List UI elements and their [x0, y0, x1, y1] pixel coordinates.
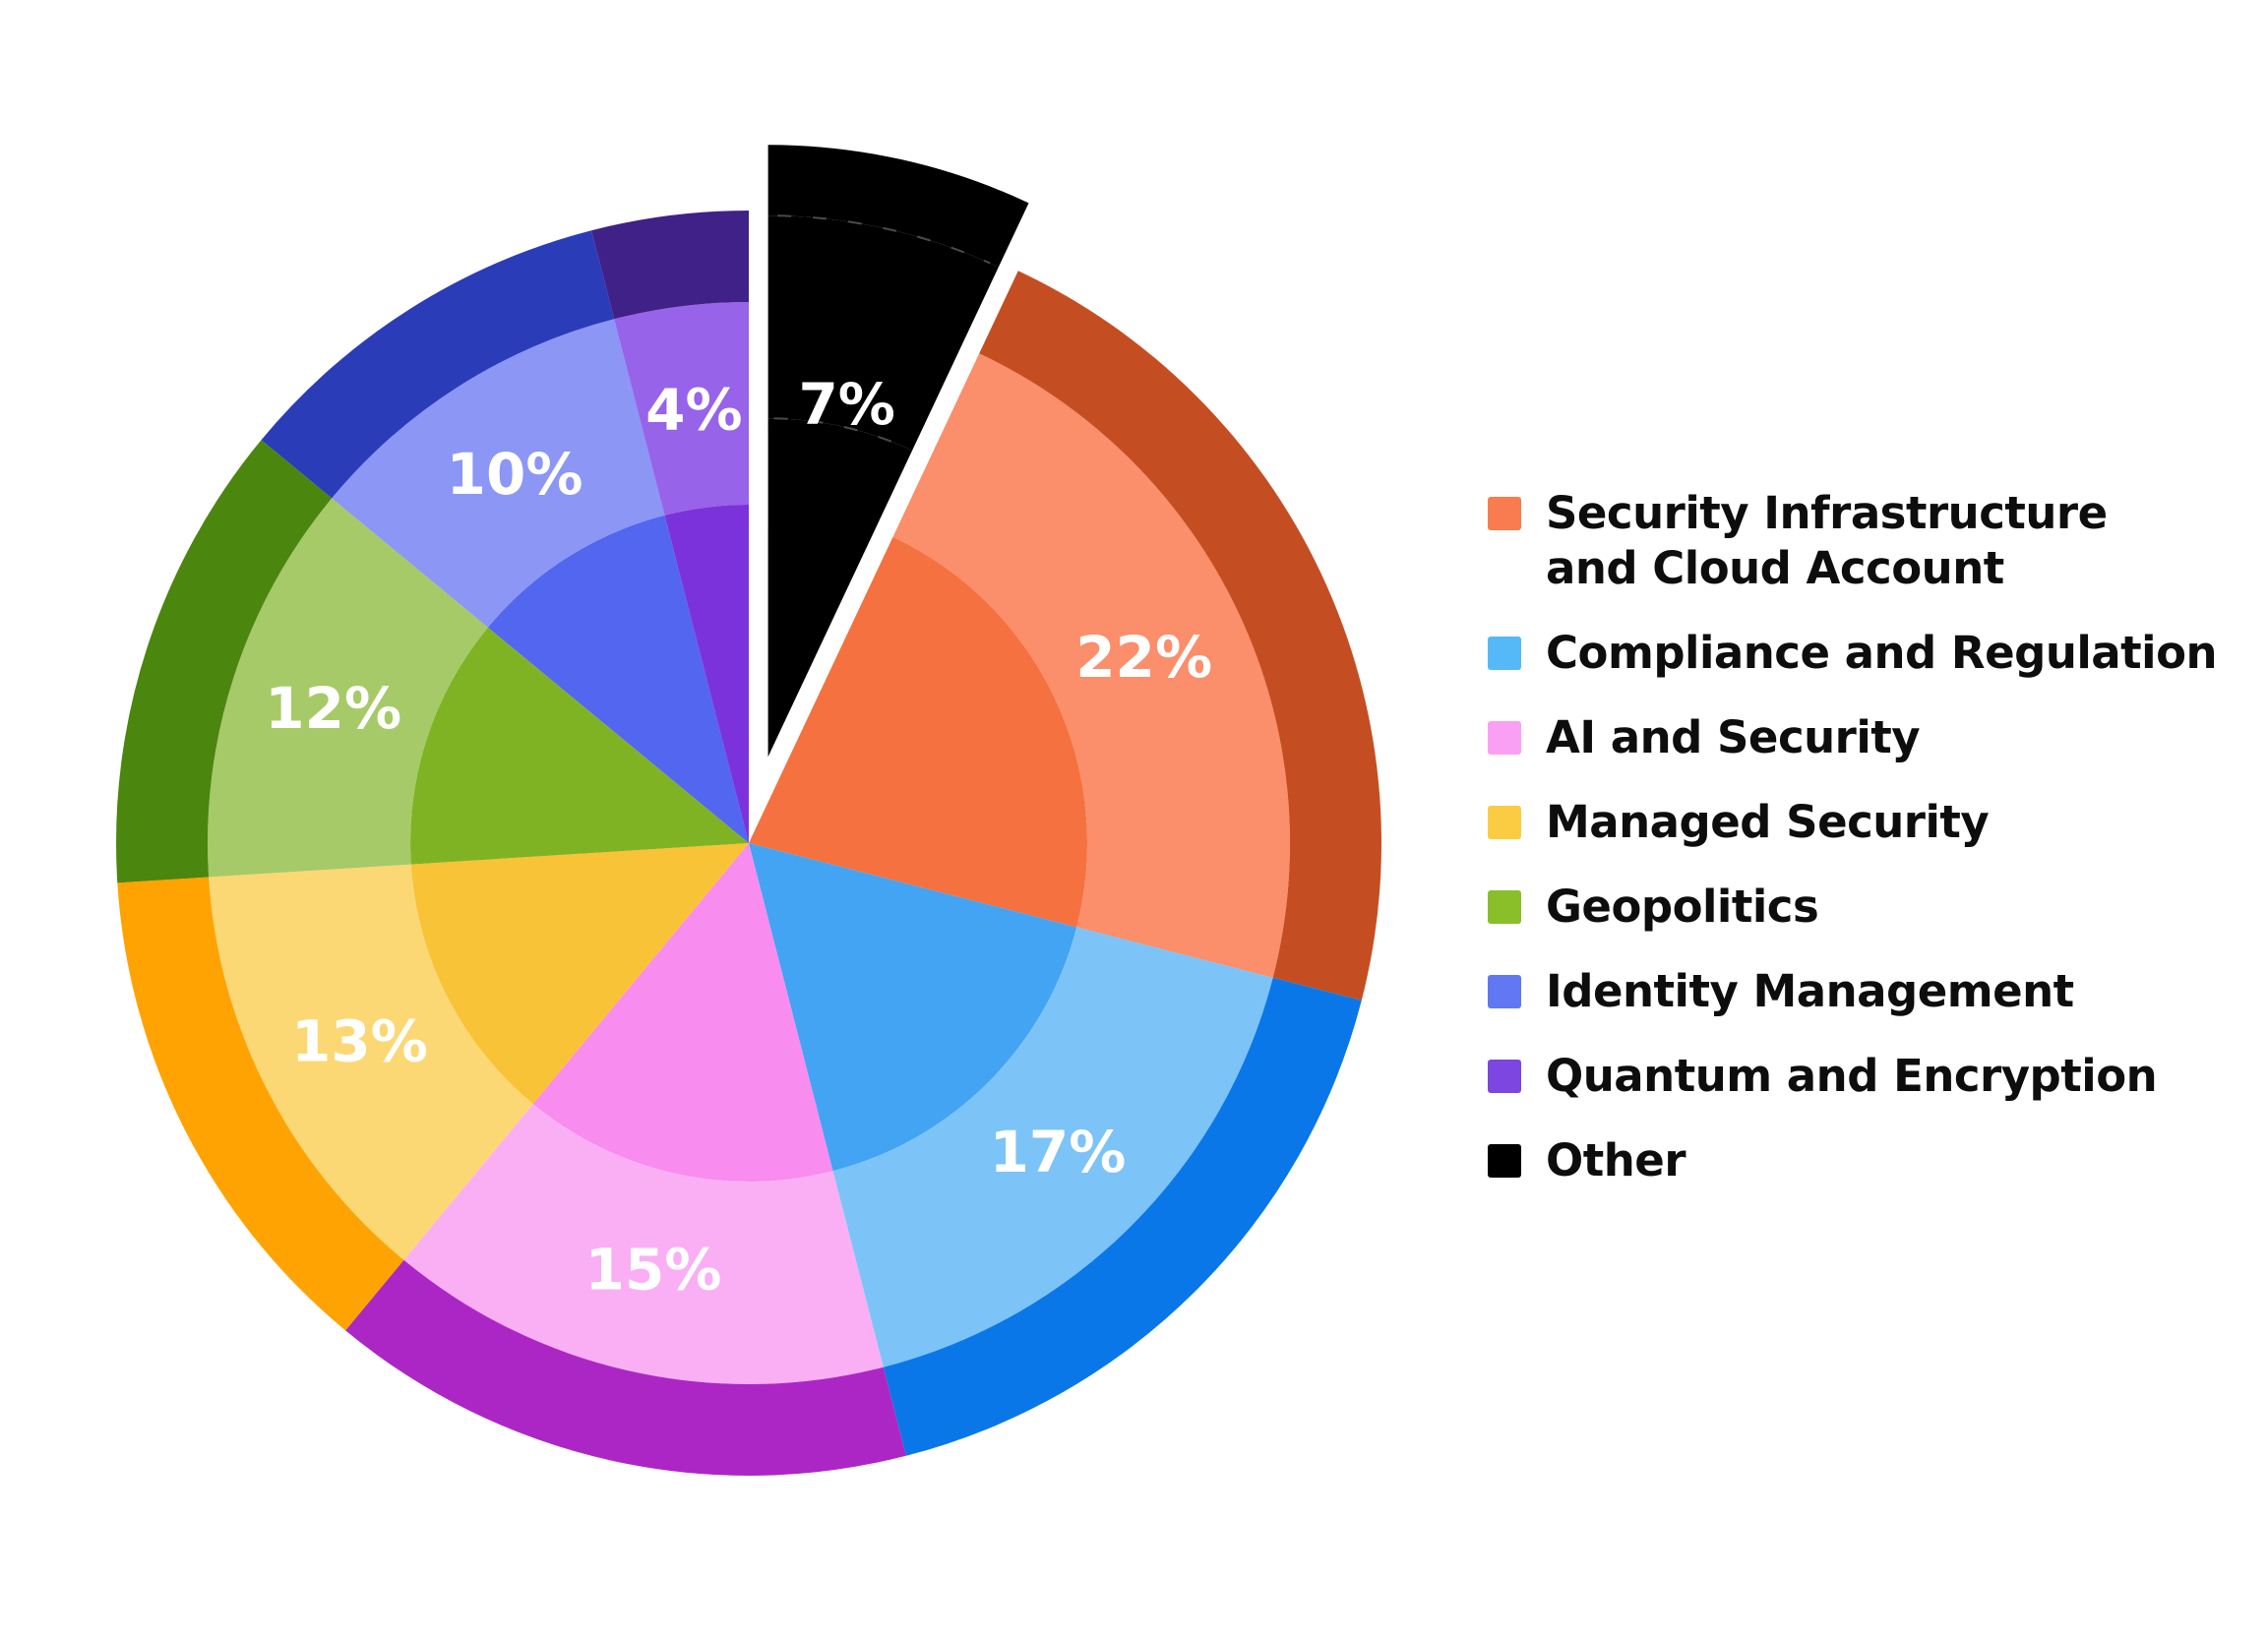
pie-label-quantum: 4% [645, 377, 742, 444]
pie-slice-other: 7% [767, 145, 1029, 758]
pie-slice-geopolitics: 12% [116, 440, 749, 883]
legend-swatch-ai [1488, 721, 1521, 755]
pie-slice-ai: 15% [345, 843, 906, 1476]
legend-item-quantum: Quantum and Encryption [1488, 1049, 2217, 1104]
legend-swatch-geopolitics [1488, 890, 1521, 924]
legend-item-security: Security Infrastructure and Cloud Account [1488, 486, 2217, 596]
band-divider-arc [777, 214, 991, 265]
legend-label-line: Identity Management [1546, 965, 2074, 1017]
pie-label-geopolitics: 12% [265, 675, 401, 742]
pie-slice-identity: 10% [261, 230, 749, 843]
legend-label-geopolitics: Geopolitics [1546, 880, 1819, 935]
pie-label-identity: 10% [447, 441, 583, 508]
pie-slice-compliance: 17% [749, 843, 1362, 1456]
legend-label-line: Security Infrastructure [1546, 487, 2108, 539]
legend-swatch-identity [1488, 975, 1521, 1008]
legend-label-compliance: Compliance and Regulation [1546, 626, 2218, 681]
pie-slice-security: 22% [749, 271, 1382, 1001]
band-divider-arc [773, 417, 908, 450]
legend-label-managed: Managed Security [1546, 795, 1990, 850]
legend-swatch-other [1488, 1144, 1521, 1178]
pie-label-other: 7% [798, 371, 894, 438]
pie-label-security: 22% [1075, 624, 1212, 691]
legend-label-line: Compliance and Regulation [1546, 627, 2218, 679]
legend-label-identity: Identity Management [1546, 964, 2074, 1019]
pie-slice-managed: 13% [117, 843, 749, 1331]
legend-label-line: Other [1546, 1134, 1686, 1186]
legend-item-compliance: Compliance and Regulation [1488, 626, 2218, 681]
legend-item-ai: AI and Security [1488, 710, 2217, 765]
legend-item-other: Other [1488, 1133, 2217, 1188]
legend-label-line: AI and Security [1546, 711, 1921, 763]
pie-label-managed: 13% [291, 1008, 428, 1075]
legend-item-managed: Managed Security [1488, 795, 2217, 850]
legend-label-security: Security Infrastructure and Cloud Account [1546, 486, 2108, 596]
legend-label-quantum: Quantum and Encryption [1546, 1049, 2158, 1104]
legend-swatch-security [1488, 497, 1521, 530]
legend-swatch-managed [1488, 806, 1521, 839]
pie-label-ai: 15% [585, 1236, 722, 1303]
pie-slice-quantum: 4% [591, 211, 749, 843]
legend-swatch-compliance [1488, 637, 1521, 670]
legend-label-line: Managed Security [1546, 796, 1990, 848]
legend-label-line: and Cloud Account [1546, 542, 2004, 594]
legend-label-line: Geopolitics [1546, 881, 1819, 933]
legend-swatch-quantum [1488, 1060, 1521, 1093]
legend-label-ai: AI and Security [1546, 710, 1921, 765]
legend-item-geopolitics: Geopolitics [1488, 880, 2217, 935]
legend-label-line: Quantum and Encryption [1546, 1050, 2158, 1102]
legend: Security Infrastructure and Cloud Account… [1488, 486, 2218, 1188]
legend-item-identity: Identity Management [1488, 964, 2217, 1019]
pie-label-compliance: 17% [990, 1119, 1127, 1185]
legend-label-other: Other [1546, 1133, 1686, 1188]
